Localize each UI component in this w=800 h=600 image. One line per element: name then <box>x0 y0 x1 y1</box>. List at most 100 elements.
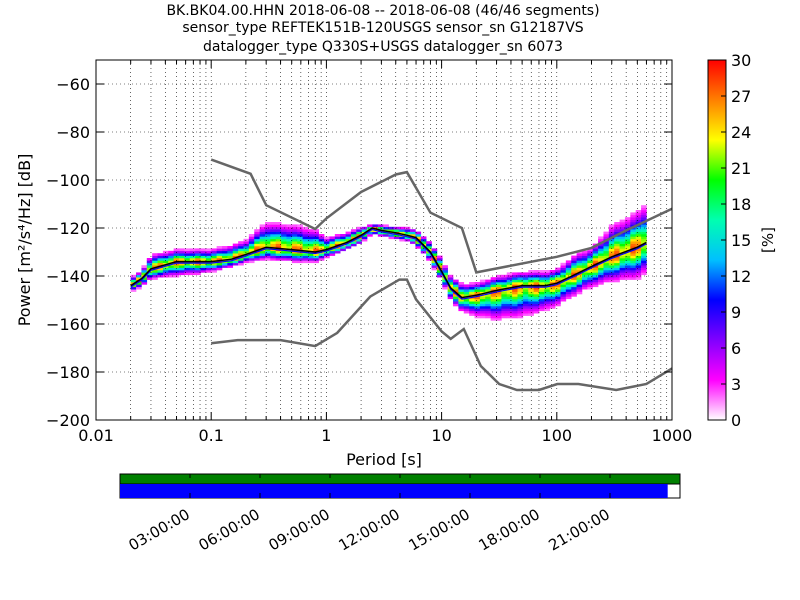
heatmap-cell <box>571 286 577 290</box>
heatmap-cell <box>506 291 513 295</box>
heatmap-cell <box>318 253 325 256</box>
heatmap-cell <box>275 231 282 235</box>
heatmap-cell <box>533 303 540 307</box>
heatmap-cell <box>560 265 567 268</box>
heatmap-cell <box>458 284 465 288</box>
heatmap-cell <box>614 236 620 240</box>
heatmap-cell <box>512 308 518 312</box>
heatmap-cell <box>297 236 303 240</box>
heatmap-cell <box>275 258 282 261</box>
heatmap-cell <box>592 270 599 273</box>
heatmap-cell <box>227 250 234 254</box>
heatmap-cell <box>270 241 277 244</box>
heatmap-cell <box>490 303 497 307</box>
heatmap-cell <box>291 253 298 256</box>
heatmap-cell <box>404 229 411 232</box>
heatmap-cell <box>291 250 298 254</box>
heatmap-cell <box>496 296 502 300</box>
heatmap-cell <box>281 231 287 235</box>
heatmap-cell <box>372 231 379 235</box>
heatmap-cell <box>571 277 577 280</box>
heatmap-cell <box>533 296 540 300</box>
heatmap-cell <box>302 234 309 237</box>
heatmap-cell <box>571 262 577 266</box>
heatmap-cell <box>555 298 561 302</box>
heatmap-cell <box>598 262 604 266</box>
x-tick-label: 100 <box>542 426 573 445</box>
heatmap-cell <box>501 284 508 288</box>
heatmap-cell <box>286 241 293 244</box>
heatmap-cell <box>479 298 486 302</box>
heatmap-cell <box>630 212 636 216</box>
heatmap-cell <box>581 284 588 288</box>
heatmap-cell <box>436 274 443 278</box>
heatmap-cell <box>592 277 599 280</box>
heatmap-cell <box>302 241 309 244</box>
heatmap-cell <box>270 250 277 254</box>
y-tick-label: −120 <box>46 219 90 238</box>
heatmap-cell <box>442 282 448 285</box>
heatmap-cell <box>641 234 647 237</box>
heatmap-cell <box>216 258 223 261</box>
heatmap-cell <box>453 286 459 290</box>
heatmap-cell <box>485 296 491 300</box>
colorbar-tick-label: 24 <box>731 123 751 142</box>
heatmap-cell <box>248 241 255 244</box>
heatmap-cell <box>576 262 583 266</box>
heatmap-cell <box>302 258 309 261</box>
colorbar-tick-label: 0 <box>731 411 741 430</box>
heatmap-cell <box>275 229 282 232</box>
heatmap-cell <box>549 303 556 307</box>
heatmap-cell <box>576 291 583 295</box>
heatmap-cell <box>544 306 551 309</box>
heatmap-cell <box>275 226 282 230</box>
heatmap-cell <box>560 267 567 271</box>
heatmap-cell <box>501 303 508 307</box>
heatmap-cell <box>635 210 642 213</box>
colorbar-label: [%] <box>759 227 777 253</box>
heatmap-cell <box>635 217 642 220</box>
heatmap-cell <box>248 238 255 242</box>
heatmap-cell <box>533 298 540 302</box>
heatmap-cell <box>173 265 180 268</box>
heatmap-cell <box>340 246 346 249</box>
heatmap-cell <box>243 243 250 247</box>
heatmap-cell <box>549 294 556 297</box>
heatmap-cell <box>393 229 400 232</box>
heatmap-cell <box>211 270 217 273</box>
x-tick-label: 0.1 <box>198 426 223 445</box>
heatmap-cell <box>211 262 217 266</box>
heatmap-cell <box>538 286 545 290</box>
heatmap-cell <box>522 296 529 300</box>
heatmap-cell <box>490 306 497 309</box>
heatmap-cell <box>592 258 599 261</box>
heatmap-cell <box>173 253 180 256</box>
heatmap-cell <box>340 234 346 237</box>
heatmap-cell <box>340 236 346 240</box>
heatmap-cell <box>538 303 545 307</box>
heatmap-cell <box>576 253 583 256</box>
heatmap-cell <box>179 250 185 254</box>
heatmap-cell <box>248 243 255 247</box>
heatmap-cell <box>162 258 169 261</box>
heatmap-cell <box>162 270 169 273</box>
heatmap-cell <box>447 291 454 295</box>
heatmap-cell <box>238 253 244 256</box>
heatmap-cell <box>549 277 556 280</box>
heatmap-cell <box>157 270 164 273</box>
heatmap-cell <box>458 282 465 285</box>
heatmap-cell <box>162 274 169 278</box>
heatmap-cell <box>641 272 647 276</box>
heatmap-cell <box>270 258 277 261</box>
heatmap-cell <box>307 236 314 240</box>
heatmap-cell <box>485 310 491 314</box>
heatmap-cell <box>549 291 556 295</box>
heatmap-cell <box>538 291 545 295</box>
heatmap-cell <box>501 308 508 312</box>
heatmap-cell <box>506 306 513 309</box>
heatmap-cell <box>624 267 631 271</box>
heatmap-cell <box>248 234 255 237</box>
heatmap-cell <box>469 291 475 295</box>
heatmap-cell <box>270 231 277 235</box>
heatmap-cell <box>307 231 314 235</box>
